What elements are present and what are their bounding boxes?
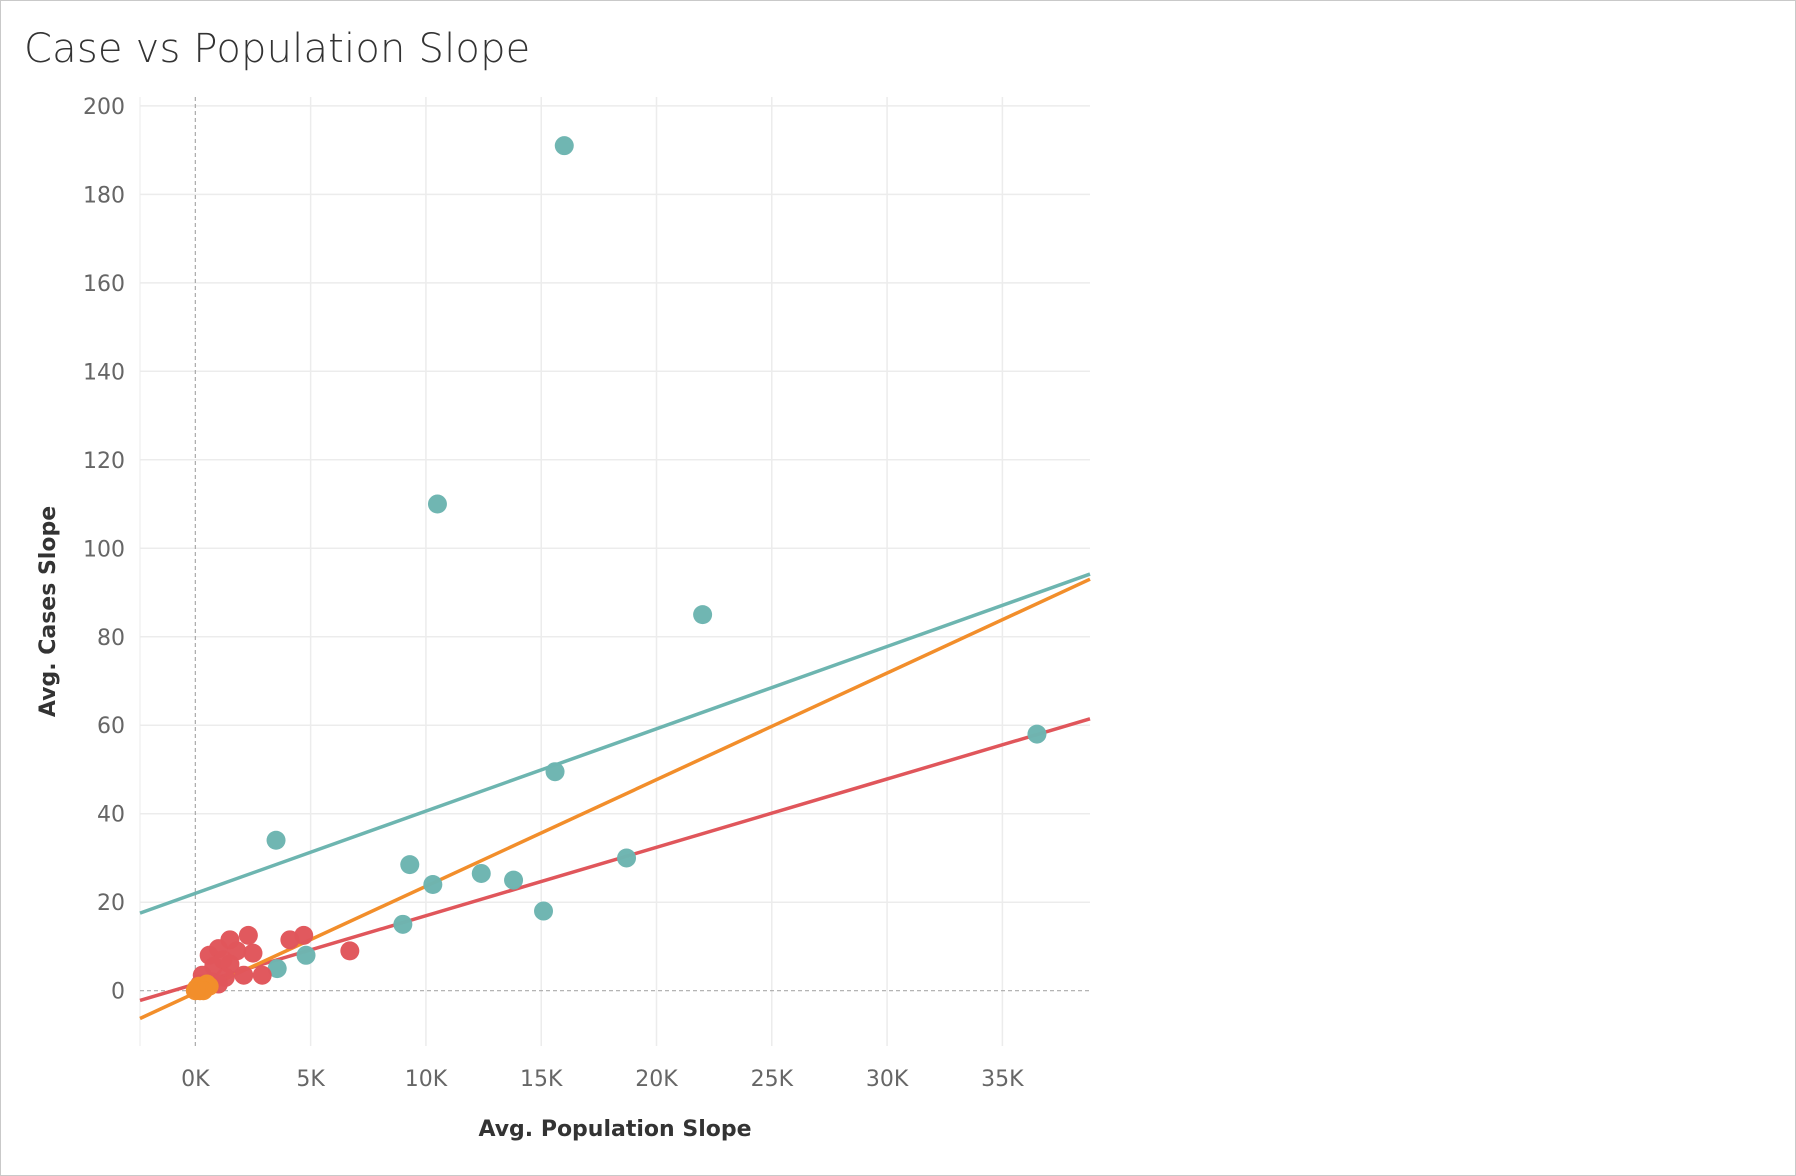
y-tick-label: 200	[83, 95, 125, 120]
trend-line-0	[139, 572, 1091, 915]
y-tick-label: 180	[83, 183, 125, 208]
x-tick-label: 15K	[520, 1067, 563, 1092]
x-tick-label: 20K	[635, 1067, 678, 1092]
y-tick-label: 160	[83, 272, 125, 297]
data-point	[280, 930, 300, 950]
data-point	[1027, 724, 1047, 744]
trend-line-1	[139, 717, 1091, 1003]
x-axis-title: Avg. Population Slope	[478, 1117, 751, 1142]
tick-labels: 0K 5K 10K 15K 20K 25K 30K 35K 0 20 40 60 80 100 120 140…	[83, 95, 1024, 1092]
y-tick-label: 100	[83, 537, 125, 562]
data-point	[238, 925, 258, 945]
x-tick-label: 0K	[181, 1067, 210, 1092]
data-point	[267, 959, 287, 979]
grid-layer	[139, 97, 1090, 1046]
y-tick-label: 140	[83, 360, 125, 385]
data-point	[266, 830, 286, 850]
y-tick-label: 20	[97, 891, 125, 916]
y-tick-label: 80	[97, 626, 125, 651]
trend-line-2	[139, 577, 1091, 1021]
data-point	[296, 945, 316, 965]
y-tick-label: 60	[97, 714, 125, 739]
x-tick-label: 10K	[405, 1067, 448, 1092]
data-point	[504, 870, 524, 890]
data-point	[423, 875, 443, 895]
data-point	[234, 965, 254, 985]
x-tick-label: 5K	[296, 1067, 325, 1092]
data-point	[393, 914, 413, 934]
data-point	[471, 863, 491, 883]
data-point	[252, 965, 272, 985]
x-tick-label: 25K	[751, 1067, 794, 1092]
data-point	[243, 943, 263, 963]
x-tick-label: 30K	[866, 1067, 909, 1092]
chart-title: Case vs Population Slope	[24, 26, 531, 72]
x-tick-label: 35K	[981, 1067, 1024, 1092]
data-point	[400, 855, 420, 875]
data-point	[534, 901, 554, 921]
data-point	[693, 605, 713, 625]
data-point	[427, 494, 447, 514]
y-tick-label: 40	[97, 803, 125, 828]
data-point	[554, 136, 574, 156]
y-axis-title: Avg. Cases Slope	[36, 506, 61, 717]
trend-lines	[139, 572, 1091, 1021]
data-point	[545, 762, 565, 782]
data-point	[340, 941, 360, 961]
y-tick-label: 0	[111, 980, 125, 1005]
y-tick-label: 120	[83, 449, 125, 474]
data-point	[186, 978, 206, 998]
data-point	[617, 848, 637, 868]
data-points	[185, 136, 1047, 1001]
